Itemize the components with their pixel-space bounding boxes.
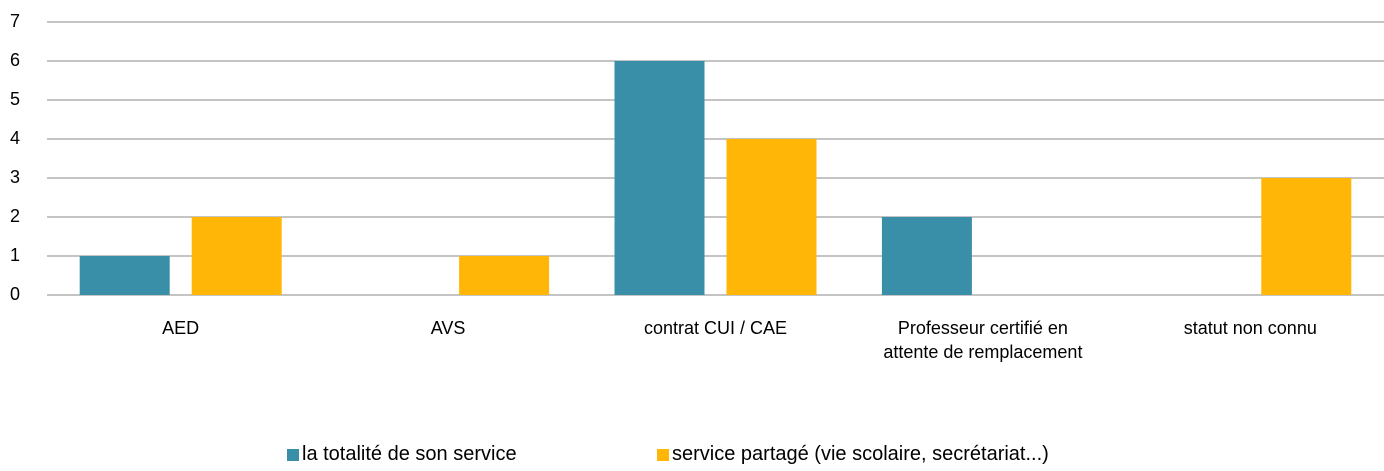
y-tick-label: 5 xyxy=(10,89,20,109)
y-tick-label: 7 xyxy=(10,11,20,31)
legend-label: la totalité de son service xyxy=(302,443,517,465)
y-tick-label: 1 xyxy=(10,245,20,265)
x-tick-label: AED xyxy=(162,318,200,338)
bar xyxy=(191,217,282,295)
y-tick-label: 2 xyxy=(10,206,20,226)
y-tick-label: 0 xyxy=(10,284,20,304)
y-tick-label: 3 xyxy=(10,167,20,187)
bar xyxy=(79,256,170,295)
x-tick-label: contrat CUI / CAE xyxy=(643,318,788,338)
bar xyxy=(1261,178,1352,295)
bar xyxy=(726,139,817,295)
legend-label: service partagé (vie scolaire, secrétari… xyxy=(672,443,1049,465)
bar xyxy=(614,61,705,295)
y-tick-label: 6 xyxy=(10,50,20,70)
y-tick-label: 4 xyxy=(10,128,20,148)
x-tick-label: Professeur certifié en attente de rempla… xyxy=(883,318,1083,362)
x-tick-label: statut non connu xyxy=(1183,318,1317,338)
legend-swatch xyxy=(657,448,669,461)
x-tick-label: AVS xyxy=(430,318,466,338)
legend-item: service partagé (vie scolaire, secrétari… xyxy=(657,443,1049,466)
bar xyxy=(459,256,550,295)
legend-swatch xyxy=(287,448,299,461)
bar xyxy=(881,217,972,295)
legend-item: la totalité de son service xyxy=(287,443,517,466)
